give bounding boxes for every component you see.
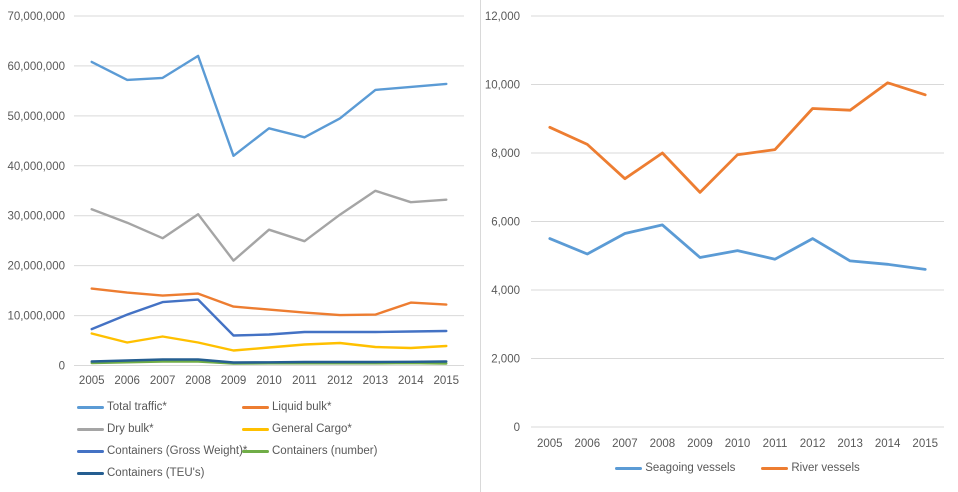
legend-line-swatch <box>242 427 269 431</box>
y-axis-tick-label: 0 <box>514 422 520 434</box>
x-axis-tick-label: 2005 <box>79 375 105 387</box>
y-axis-tick-label: 40,000,000 <box>7 161 65 173</box>
legend-line-swatch <box>615 466 643 470</box>
y-axis-tick-label: 10,000 <box>485 80 520 92</box>
series-line-river-vessels <box>548 81 927 194</box>
x-axis-tick-label: 2012 <box>800 438 826 450</box>
y-axis-tick-label: 6,000 <box>491 217 520 229</box>
legend-label: Containers (Gross Weight)* <box>107 445 248 457</box>
y-axis-tick-label: 4,000 <box>491 285 520 297</box>
y-axis-tick-label: 8,000 <box>491 148 520 160</box>
legend-item-dry-bulk: Dry bulk* <box>77 421 242 437</box>
legend-line-swatch <box>77 449 104 453</box>
y-axis-tick-label: 30,000,000 <box>7 211 65 223</box>
legend-item-containers-gross-weight: Containers (Gross Weight)* <box>77 443 247 459</box>
x-axis-tick-label: 2012 <box>327 375 353 387</box>
x-axis-tick-label: 2011 <box>763 438 788 450</box>
y-axis-tick-label: 20,000,000 <box>7 261 65 273</box>
vessels-legend: Seagoing vessels River vessels <box>531 462 944 474</box>
x-axis-tick-label: 2015 <box>433 375 459 387</box>
x-axis-tick-label: 2013 <box>837 438 863 450</box>
x-axis-tick-label: 2009 <box>687 438 713 450</box>
y-axis-tick-label: 70,000,000 <box>7 11 65 23</box>
x-axis-tick-label: 2014 <box>398 375 424 387</box>
legend-item-river-vessels: River vessels <box>761 462 860 474</box>
x-axis-tick-label: 2010 <box>725 438 751 450</box>
series-line-general-cargo <box>90 332 448 352</box>
x-axis-tick-label: 2014 <box>875 438 901 450</box>
series-line-liquid-bulk <box>90 287 448 317</box>
legend-item-seagoing-vessels: Seagoing vessels <box>615 462 735 474</box>
x-axis-tick-label: 2015 <box>912 438 938 450</box>
panel-divider <box>480 0 481 492</box>
series-line-dry-bulk <box>90 189 448 262</box>
y-axis-tick-label: 10,000,000 <box>7 311 65 323</box>
y-axis-tick-label: 0 <box>59 361 65 373</box>
legend-label: Containers (number) <box>272 445 378 457</box>
series-line-seagoing-vessels <box>548 223 927 271</box>
legend-line-swatch <box>242 405 269 409</box>
x-axis-tick-label: 2006 <box>575 438 601 450</box>
legend-line-swatch <box>77 427 104 431</box>
series-line-containers-gross-weight <box>90 298 448 337</box>
y-axis-tick-label: 60,000,000 <box>7 61 65 73</box>
x-axis-tick-label: 2007 <box>150 375 176 387</box>
legend-label: Total traffic* <box>107 401 167 413</box>
legend-label: General Cargo* <box>272 423 352 435</box>
legend-label: River vessels <box>791 462 860 474</box>
x-axis-tick-label: 2009 <box>221 375 247 387</box>
x-axis-tick-label: 2013 <box>363 375 389 387</box>
x-axis-tick-label: 2011 <box>292 375 317 387</box>
x-axis-tick-label: 2006 <box>114 375 140 387</box>
y-axis-tick-label: 12,000 <box>485 11 520 23</box>
x-axis-tick-label: 2008 <box>185 375 211 387</box>
legend-label: Dry bulk* <box>107 423 154 435</box>
cargo-traffic-legend: Total traffic* Liquid bulk* Dry bulk* Gener… <box>77 399 377 481</box>
x-axis-tick-label: 2007 <box>612 438 638 450</box>
legend-label: Containers (TEU's) <box>107 467 205 479</box>
legend-item-containers-teu-s: Containers (TEU's) <box>77 465 242 481</box>
x-axis-tick-label: 2005 <box>537 438 563 450</box>
legend-item-containers-number: Containers (number) <box>242 443 377 459</box>
legend-label: Liquid bulk* <box>272 401 332 413</box>
legend-line-swatch <box>761 466 789 470</box>
x-axis-tick-label: 2010 <box>256 375 282 387</box>
legend-item-liquid-bulk: Liquid bulk* <box>242 399 377 415</box>
legend-line-swatch <box>77 471 104 475</box>
series-line-containers-teu-s <box>90 358 448 364</box>
series-line-total-traffic <box>90 54 448 158</box>
y-axis-tick-label: 50,000,000 <box>7 111 65 123</box>
legend-item-total-traffic: Total traffic* <box>77 399 242 415</box>
x-axis-tick-label: 2008 <box>650 438 676 450</box>
y-axis-tick-label: 2,000 <box>491 354 520 366</box>
legend-line-swatch <box>242 449 269 453</box>
legend-label: Seagoing vessels <box>645 462 736 474</box>
legend-line-swatch <box>77 405 104 409</box>
legend-item-general-cargo: General Cargo* <box>242 421 377 437</box>
